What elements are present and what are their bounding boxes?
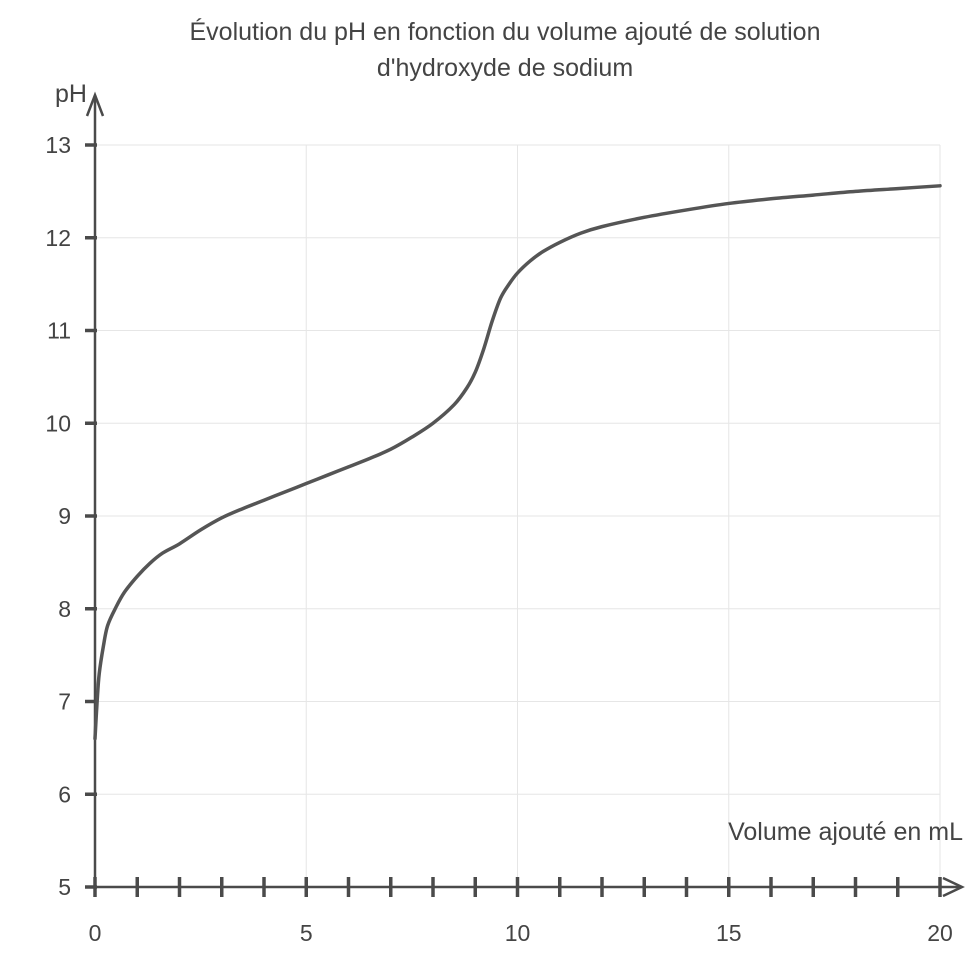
axes: [85, 91, 965, 898]
x-tick-label: 20: [927, 920, 953, 946]
x-tick-label: 10: [505, 920, 531, 946]
x-tick-label: 15: [716, 920, 742, 946]
y-tick-label: 8: [58, 596, 71, 622]
y-tick-label: 9: [58, 503, 71, 529]
y-axis-arrow: [85, 91, 105, 117]
y-tick-label: 10: [45, 410, 71, 436]
x-tick-label: 0: [89, 920, 102, 946]
x-axis-label: Volume ajouté en mL: [728, 818, 963, 846]
y-tick-label: 6: [58, 781, 71, 807]
y-tick-label: 12: [45, 225, 71, 251]
y-tick-label: 5: [58, 874, 71, 900]
grid: [95, 144, 941, 887]
x-axis-arrow: [942, 876, 965, 898]
y-axis-label: pH: [55, 80, 87, 108]
y-tick-label: 13: [45, 132, 71, 158]
x-tick-label: 5: [300, 920, 313, 946]
y-tick-label: 7: [58, 689, 71, 715]
chart-title-line-2: d'hydroxyde de sodium: [377, 54, 633, 82]
y-tick-label: 11: [47, 318, 71, 344]
ph-curve: [93, 184, 942, 741]
curve-layer: [93, 184, 942, 741]
chart-title-line-1: Évolution du pH en fonction du volume aj…: [190, 17, 821, 46]
